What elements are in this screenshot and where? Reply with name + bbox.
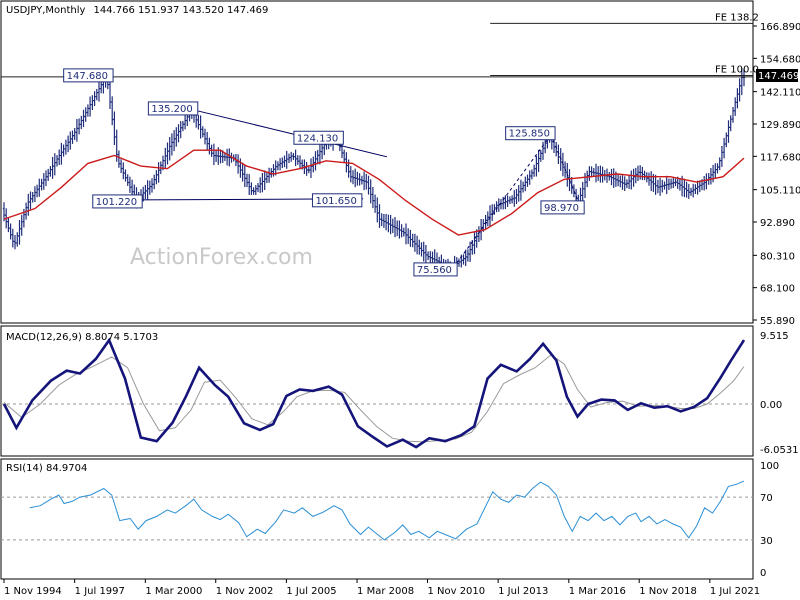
time-tick-label: 1 Mar 2000: [145, 586, 202, 597]
callout-label: 101.650: [315, 196, 356, 207]
time-tick-label: 1 Jul 2021: [710, 586, 760, 597]
macd-line: [2, 337, 746, 449]
price-tick-label: 55.890: [760, 316, 795, 327]
callout-box: [293, 130, 344, 145]
time-axis: 1 Nov 1994 1 Jul 1997 1 Mar 2000 1 Nov 2002…: [3, 579, 760, 597]
current-price-label: 147.469: [758, 71, 799, 82]
price-pane-frame: [0, 0, 754, 324]
macd-signal-line: [3, 354, 745, 443]
callout-label: 125.850: [509, 129, 550, 140]
callout-box: [540, 200, 585, 215]
macd-pane-frame: [0, 325, 754, 457]
projection-leg-2: [550, 134, 581, 207]
rsi-tick-label: 0: [760, 568, 766, 579]
macd-tick-label: 9.515: [760, 331, 789, 342]
price-pane: ActionForex.com FE 138.2 FE 100.0 147.680…: [0, 0, 800, 327]
time-tick-label: 1 Nov 2018: [639, 586, 697, 597]
price-tick-label: 129.890: [760, 120, 800, 131]
price-callouts: 147.680 135.200 124.130 125.850 101.220 101.6…: [63, 68, 585, 277]
macd-tick-label: -6.0531: [760, 445, 799, 456]
rsi-pane-frame: [0, 458, 754, 580]
time-tick-label: 1 Nov 1994: [4, 586, 62, 597]
price-pane-title: USDJPY,Monthly 144.766 151.937 143.520 14…: [6, 5, 268, 16]
current-price-tag: 147.469: [756, 69, 799, 82]
callout-box: [505, 126, 556, 141]
fib-lines: FE 138.2 FE 100.0: [1, 12, 759, 78]
callout-box: [413, 262, 458, 277]
moving-average-line: [3, 149, 745, 236]
time-tick-label: 1 Nov 2010: [427, 586, 485, 597]
callout-box: [92, 194, 143, 209]
price-tick-label: 105.110: [760, 186, 800, 197]
price-tick-label: 117.680: [760, 152, 800, 163]
rsi-tick-label: 30: [760, 536, 773, 547]
callout-box: [311, 193, 363, 208]
callout-label: 135.200: [151, 104, 192, 115]
resistance-trendline: [193, 109, 388, 158]
price-tick-label: 154.680: [760, 54, 800, 65]
price-tick-label: 142.110: [760, 88, 800, 99]
watermark: ActionForex.com: [130, 245, 313, 270]
callout-box: [63, 68, 114, 83]
price-axis: 166.890 154.680 142.110 129.890 117.680 105.1…: [753, 22, 800, 327]
callout-label: 101.220: [96, 197, 137, 208]
fib-level-label: FE 138.2: [715, 12, 759, 23]
rsi-axis: 100 70 30 0: [760, 461, 779, 579]
ohlc-header: 144.766 151.937 143.520 147.469: [93, 5, 268, 16]
macd-axis: 9.515 0.00 -6.0531: [760, 331, 799, 456]
rsi-tick-label: 70: [760, 493, 773, 504]
macd-title: MACD(12,26,9) 8.8074 5.1703: [6, 332, 158, 343]
rsi-line: [29, 480, 745, 541]
macd-pane: 9.515 0.00 -6.0531 MACD(12,26,9) 8.8074 5.…: [0, 325, 799, 457]
price-tick-label: 92.890: [760, 218, 795, 229]
callout-label: 124.130: [297, 133, 338, 144]
time-tick-label: 1 Jul 2013: [498, 586, 548, 597]
rsi-pane: 100 70 30 0 RSI(14) 84.9704: [0, 458, 779, 580]
time-tick-label: 1 Mar 2008: [357, 586, 414, 597]
fib-level-label: FE 100.0: [715, 65, 759, 76]
time-tick-label: 1 Nov 2002: [216, 586, 274, 597]
callout-label: 147.680: [67, 71, 108, 82]
rsi-title: RSI(14) 84.9704: [6, 463, 87, 474]
price-tick-label: 80.310: [760, 251, 795, 262]
callout-label: 75.560: [417, 265, 452, 276]
price-tick-label: 166.890: [760, 22, 800, 33]
callout-box: [147, 101, 199, 116]
macd-tick-label: 0.00: [760, 400, 782, 411]
time-tick-label: 1 Jul 2005: [286, 586, 336, 597]
symbol-title: USDJPY,Monthly: [6, 5, 86, 16]
rsi-tick-label: 100: [760, 461, 779, 472]
price-tick-label: 68.100: [760, 284, 795, 295]
time-tick-label: 1 Jul 1997: [75, 586, 125, 597]
callout-label: 98.970: [544, 203, 579, 214]
time-tick-label: 1 Mar 2016: [569, 586, 626, 597]
